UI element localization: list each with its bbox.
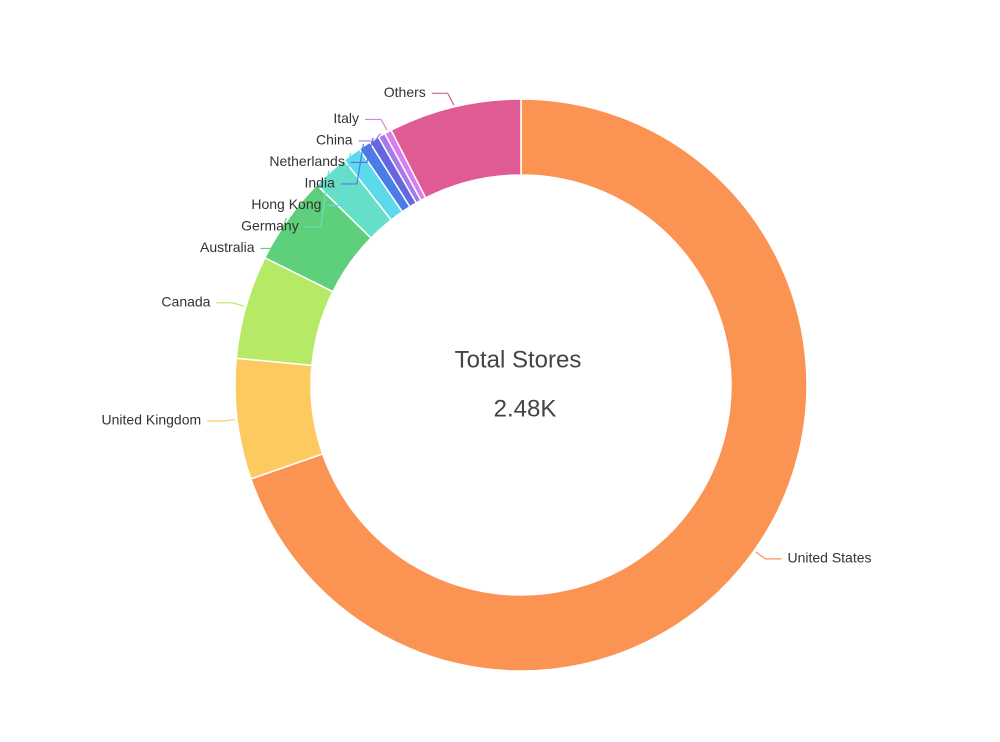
- slice-label: Italy: [333, 110, 359, 126]
- center-title: Total Stores: [455, 346, 582, 373]
- slice: [390, 98, 522, 199]
- leader-line: [365, 118, 388, 131]
- slice-label: Hong Kong: [251, 196, 321, 212]
- slice-label: Australia: [200, 239, 255, 255]
- slice-label: Canada: [161, 294, 210, 310]
- leader-line: [350, 137, 374, 164]
- leader-line: [304, 170, 330, 228]
- leader-line: [216, 302, 245, 307]
- leader-line: [207, 418, 236, 422]
- slice-label: China: [316, 132, 353, 148]
- leader-line: [755, 551, 782, 560]
- slice-label: United States: [787, 550, 871, 566]
- slice-label: India: [305, 175, 336, 191]
- slice-label: Others: [384, 84, 426, 100]
- leader-line: [260, 217, 287, 250]
- center-value: 2.48K: [494, 395, 557, 422]
- slice-label: Netherlands: [269, 153, 345, 169]
- leader-line: [431, 92, 455, 106]
- leader-line: [340, 143, 365, 185]
- slice: [249, 98, 808, 672]
- slice-label: United Kingdom: [102, 412, 202, 428]
- leader-line: [327, 152, 352, 207]
- slice-label: Germany: [241, 218, 299, 234]
- leader-line: [358, 133, 382, 142]
